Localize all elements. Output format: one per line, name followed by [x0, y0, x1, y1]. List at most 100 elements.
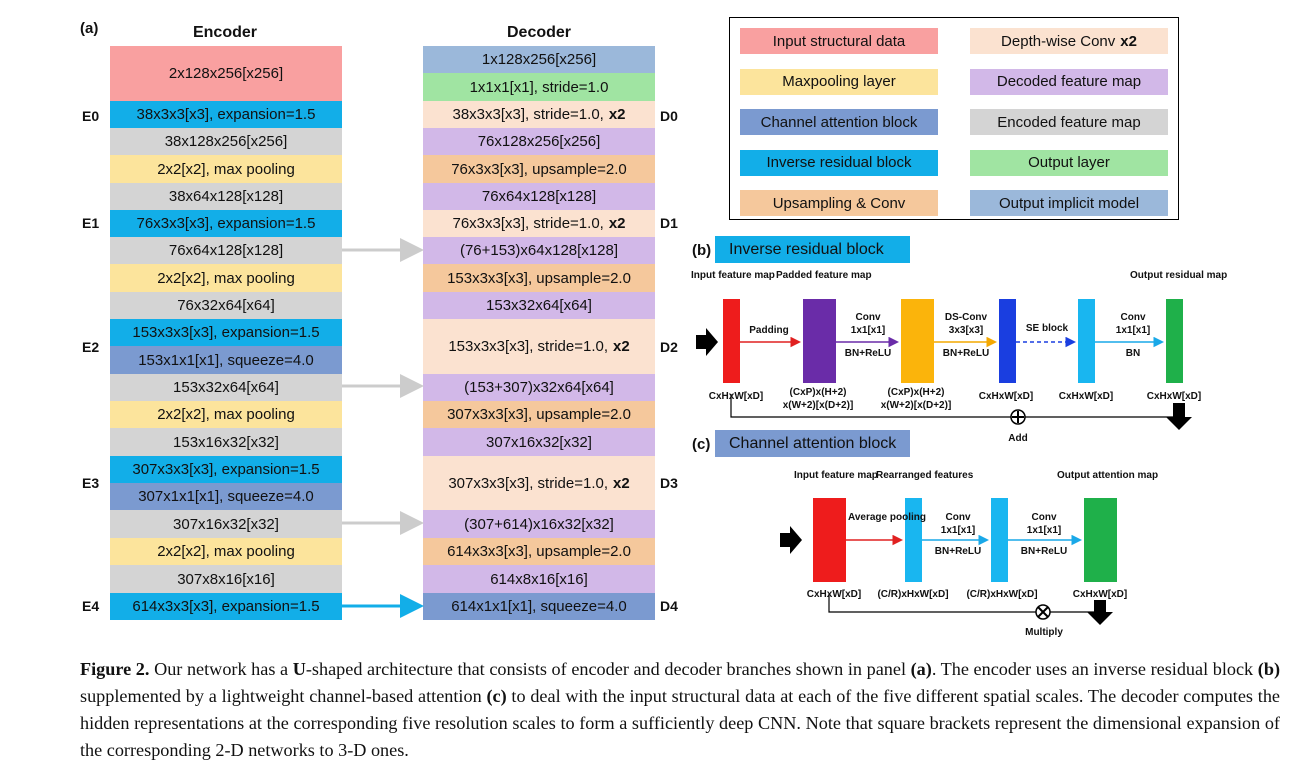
b-op-conv1: Conv	[855, 312, 881, 323]
decoder-layer-text: (153+307)x32x64[x64]	[464, 379, 614, 396]
padded-feature-map	[803, 299, 836, 383]
caption-t3: . The encoder uses an inverse residual b…	[931, 659, 1258, 679]
encoder-layer-text: 2x128x256[x256]	[168, 65, 284, 82]
panel-c-label: (c)	[692, 436, 711, 453]
decoder-layer: 614x1x1[x1], squeeze=4.0	[423, 593, 655, 620]
decoder-layer: 153x3x3[x3], stride=1.0, x2	[423, 319, 655, 374]
stage-e3: E3	[82, 475, 100, 491]
inverse-residual-diagram	[696, 299, 1192, 430]
encoder-layer-text: 38x128x256[x256]	[164, 133, 288, 150]
ds-conv-output-map	[999, 299, 1016, 383]
panel-a-label: (a)	[80, 20, 99, 37]
c-dim-in: CxHxW[xD]	[806, 589, 862, 600]
decoder-layer: 76x128x256[x256]	[423, 128, 655, 155]
encoder-layer: 2x2[x2], max pooling	[110, 538, 342, 565]
decoder-layer-text: 153x3x3[x3], upsample=2.0	[447, 269, 631, 287]
encoder-layer: 153x3x3[x3], expansion=1.5	[110, 319, 342, 346]
b-dim-out: CxHxW[xD]	[1146, 391, 1202, 402]
b-dim-after: CxHxW[xD]	[1058, 391, 1114, 402]
decoder-layer: 614x8x16[x16]	[423, 565, 655, 593]
decoder-layer: 1x128x256[x256]	[423, 46, 655, 73]
legend-item: Encoded feature map	[970, 109, 1168, 135]
conv1-output-map	[901, 299, 934, 383]
encoder-layer: 153x16x32[x32]	[110, 428, 342, 456]
c-skip-line	[828, 594, 1100, 613]
encoder-layer: 2x128x256[x256]	[110, 46, 342, 101]
output-residual-map	[1166, 299, 1183, 383]
decoder-layer: 307x3x3[x3], upsample=2.0	[423, 401, 655, 428]
legend-item-label: Upsampling & Conv	[772, 194, 906, 212]
encoder-layer-text: 153x3x3[x3], expansion=1.5	[132, 324, 320, 341]
c-output-down-arrow-icon	[1087, 600, 1113, 625]
decoder-layer-text: 76x3x3[x3], stride=1.0,	[452, 215, 604, 232]
legend-item: Depth-wise Conv x2	[970, 28, 1168, 54]
decoder-layer-text: 614x8x16[x16]	[490, 570, 588, 588]
encoder-layer-text: 307x1x1[x1], squeeze=4.0	[138, 488, 314, 505]
decoder-layer-text: 153x3x3[x3], stride=1.0,	[448, 338, 608, 355]
c-output-label: Output attention map	[1057, 470, 1159, 481]
encoder-layer-text: 38x3x3[x3], expansion=1.5	[136, 106, 316, 123]
decoder-layer-text: 76x3x3[x3], upsample=2.0	[451, 160, 627, 178]
b-dim-ds-2: x(W+2)[x(D+2)]	[880, 400, 952, 411]
decoder-title: Decoder	[506, 24, 572, 41]
legend-item: Output layer	[970, 149, 1168, 176]
decoder-layer-repeat: x2	[608, 106, 626, 123]
legend-item-label: Depth-wise Conv	[1001, 32, 1116, 50]
decoder-layer: 76x3x3[x3], upsample=2.0	[423, 155, 655, 183]
multiply-icon-b	[1037, 606, 1049, 618]
decoder-layer-text: (76+153)x64x128[x128]	[459, 242, 619, 259]
c-input-arrow-icon	[780, 526, 802, 554]
b-op-conv2-act: BN	[1125, 348, 1141, 359]
input-arrow-icon	[696, 328, 718, 356]
caption-b3: (b)	[1257, 659, 1281, 679]
decoder-layer-text: 614x1x1[x1], squeeze=4.0	[451, 598, 627, 615]
encoder-layer-text: 2x2[x2], max pooling	[157, 160, 295, 178]
decoder-layer-repeat: x2	[608, 215, 626, 232]
encoder-layer-text: 153x32x64[x64]	[173, 379, 279, 396]
decoder-layer: (153+307)x32x64[x64]	[423, 374, 655, 401]
caption-b4: (c)	[486, 686, 507, 706]
legend-item-label: Input structural data	[772, 32, 906, 50]
encoder-layer-text: 2x2[x2], max pooling	[157, 269, 295, 287]
decoder-layer-text: 1x128x256[x256]	[481, 51, 597, 68]
channel-attention-diagram	[780, 498, 1117, 625]
encoder-layer-text: 307x16x32[x32]	[173, 515, 279, 533]
decoder-layer-text: 38x3x3[x3], stride=1.0,	[452, 106, 604, 123]
decoder-layer: 153x32x64[x64]	[423, 292, 655, 319]
b-op-ds-k: 3x3[x3]	[948, 325, 984, 336]
panel-c-title: Channel attention block	[715, 430, 910, 457]
encoder-layer-text: 153x16x32[x32]	[173, 433, 279, 451]
encoder-layer: 307x16x32[x32]	[110, 510, 342, 538]
b-op-conv1-k: 1x1[x1]	[850, 325, 886, 336]
panel-b-label: (b)	[692, 242, 712, 259]
c-conv1-output	[991, 498, 1008, 582]
c-op-conv1: Conv	[945, 512, 971, 523]
legend-item: Maxpooling layer	[740, 68, 938, 95]
c-dim-r1: (C/R)xHxW[xD]	[877, 589, 949, 600]
decoder-layer-text: 307x3x3[x3], upsample=2.0	[447, 406, 631, 423]
c-rearranged-label: Rearranged features	[876, 470, 974, 481]
decoder-layer: (76+153)x64x128[x128]	[423, 237, 655, 264]
c-op-conv2-k: 1x1[x1]	[1026, 525, 1062, 536]
c-op-conv1-act: BN+ReLU	[934, 546, 982, 557]
b-output-label: Output residual map	[1130, 270, 1228, 281]
legend-item-label: Maxpooling layer	[782, 73, 896, 90]
b-dim-in: CxHxW[xD]	[708, 391, 764, 402]
output-attention-map	[1084, 498, 1117, 582]
legend-item: Output implicit model	[970, 190, 1168, 216]
decoder-layer-text: 307x3x3[x3], stride=1.0,	[448, 474, 608, 492]
encoder-layer-text: 614x3x3[x3], expansion=1.5	[132, 598, 320, 615]
b-dim-se: CxHxW[xD]	[978, 391, 1034, 402]
b-dim-pad-2: x(W+2)[x(D+2)]	[782, 400, 854, 411]
legend-item: Inverse residual block	[740, 149, 938, 176]
c-op-conv2-act: BN+ReLU	[1020, 546, 1068, 557]
legend: Input structural data Depth-wise Conv x2 Ma…	[729, 17, 1179, 220]
decoder-layer: 307x16x32[x32]	[423, 428, 655, 456]
b-input-label: Input feature map	[691, 270, 775, 281]
b-op-ds-act: BN+ReLU	[942, 348, 990, 359]
b-op-se: SE block	[1025, 323, 1069, 334]
encoder-layer-text: 38x64x128[x128]	[168, 188, 284, 205]
encoder-title: Encoder	[192, 24, 257, 41]
stage-e1: E1	[82, 215, 100, 231]
decoder-layer-text: 153x32x64[x64]	[486, 297, 592, 314]
